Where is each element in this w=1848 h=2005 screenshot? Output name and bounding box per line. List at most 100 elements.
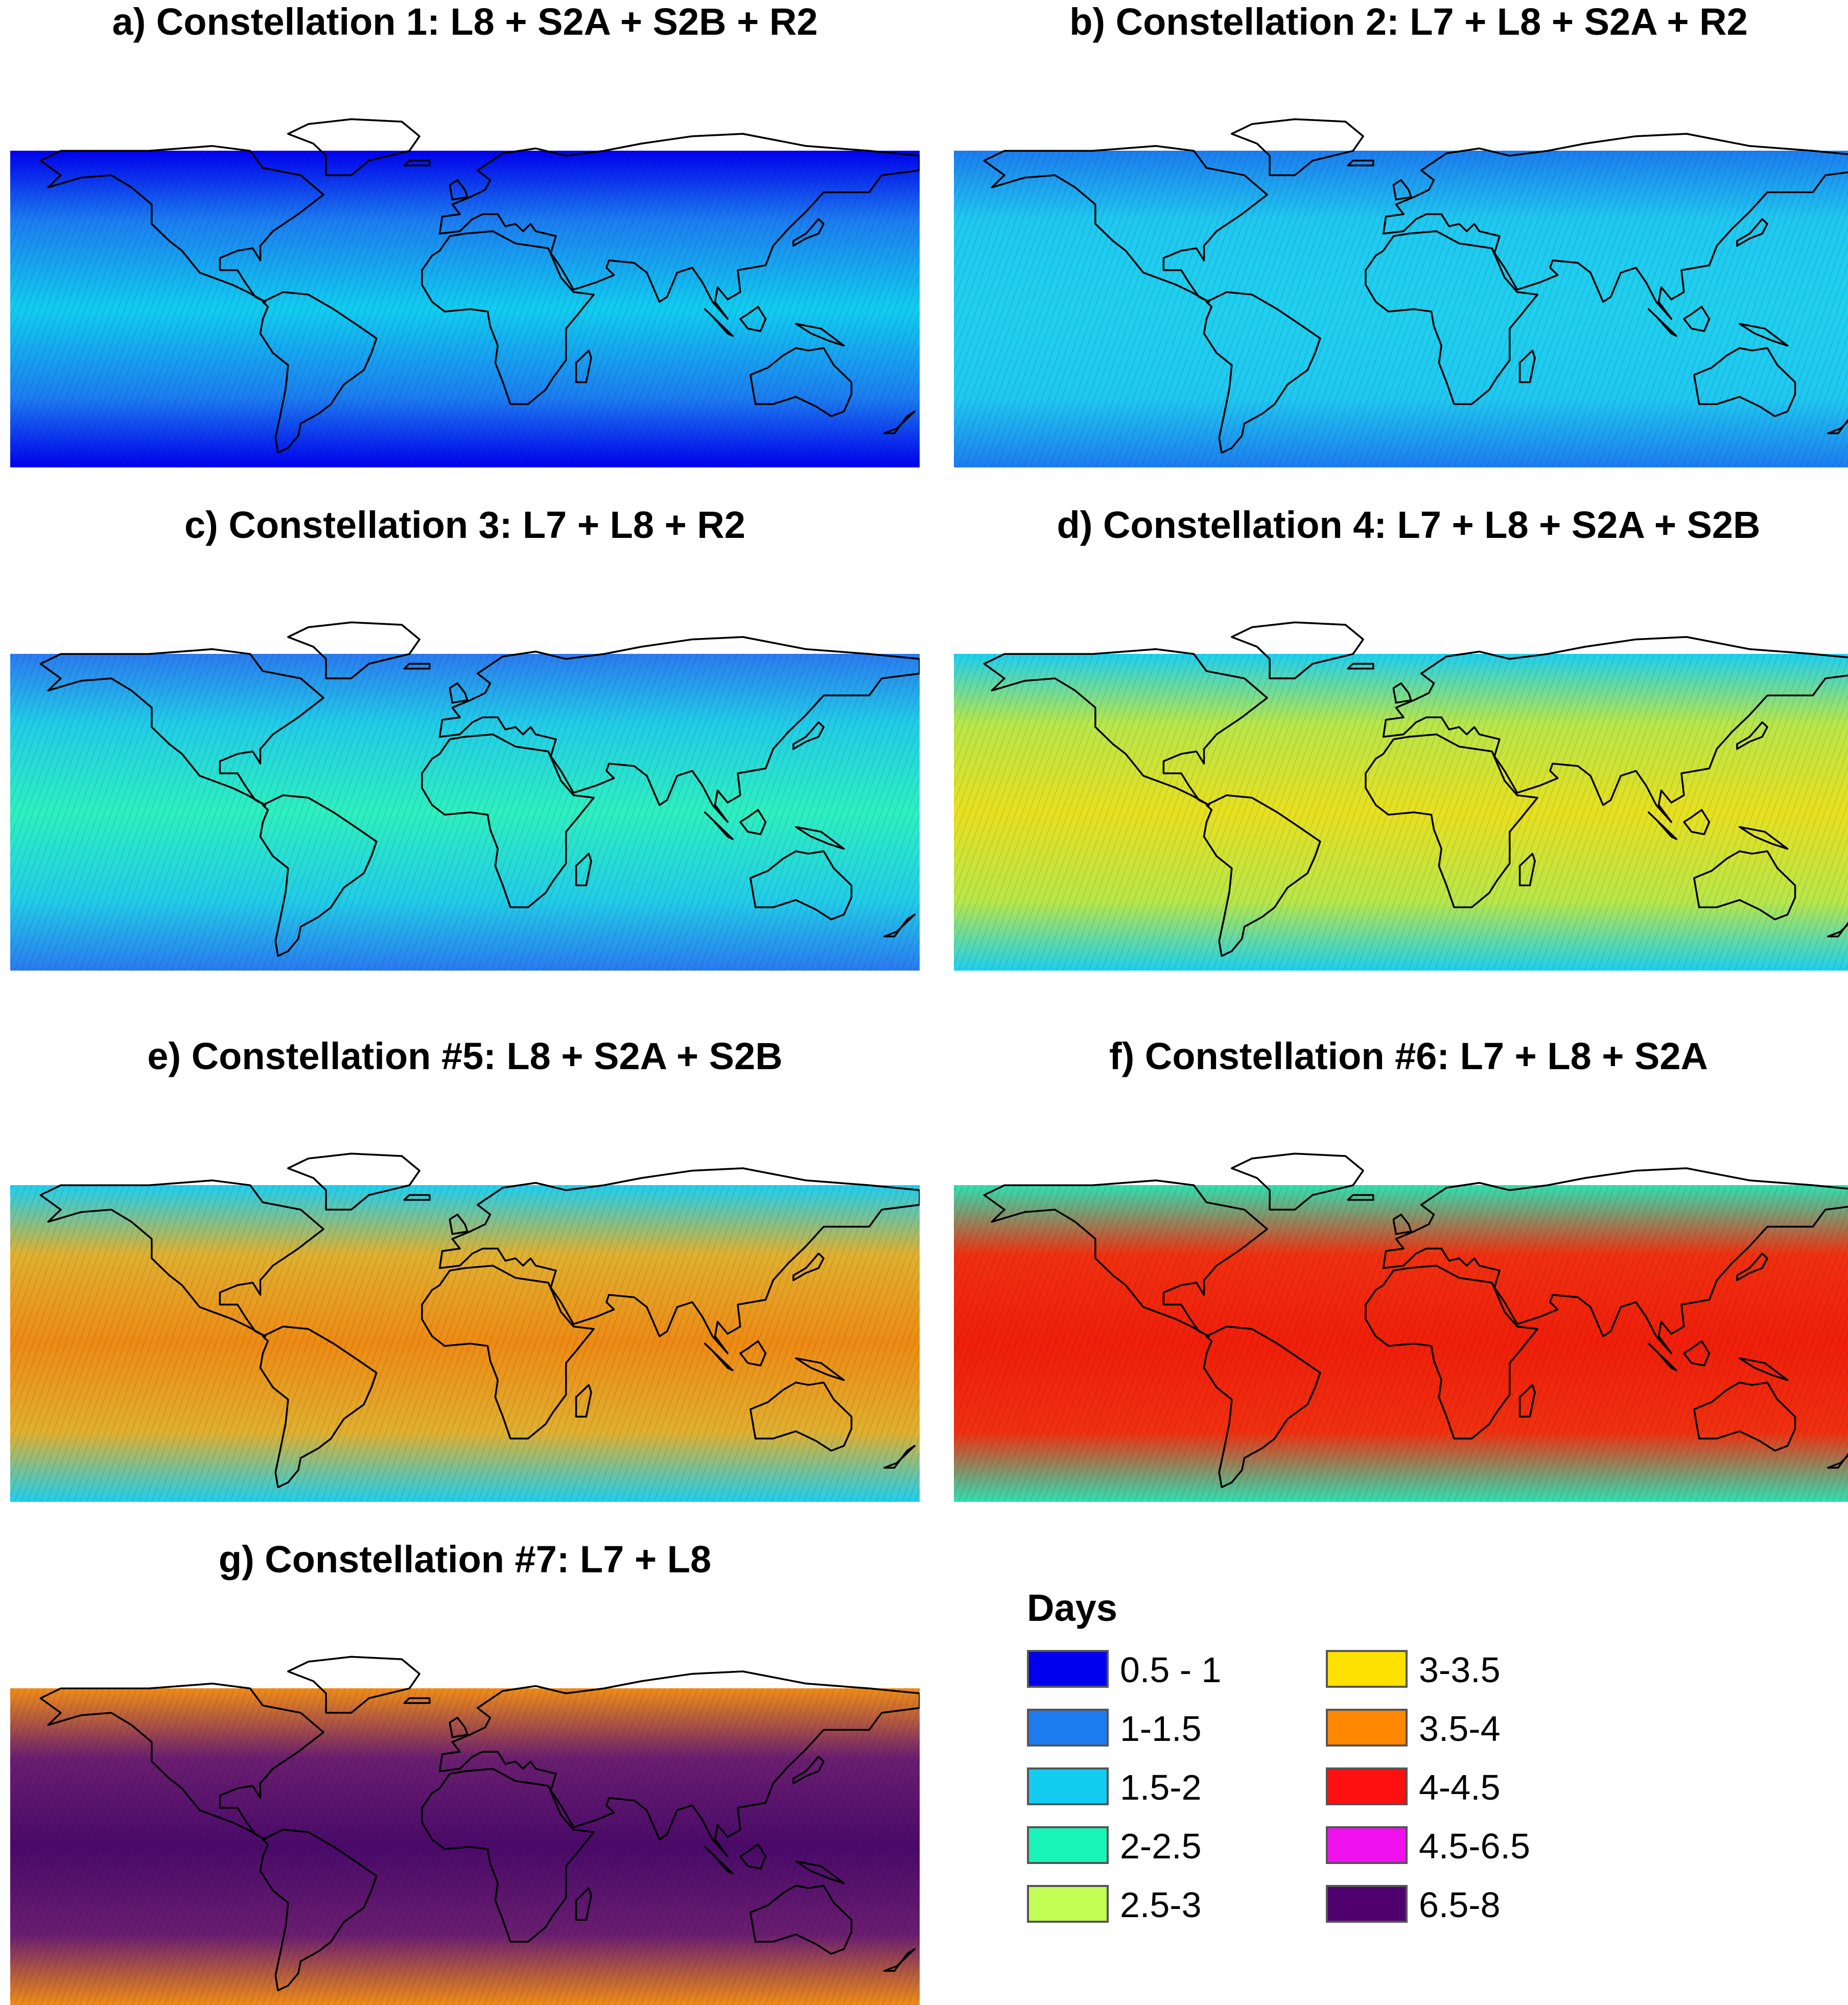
coastline-madagascar (575, 1887, 592, 1921)
map-panel-b: b) Constellation 2: L7 + L8 + S2A + R2 (954, 0, 1848, 467)
coastline-africa (421, 1264, 595, 1440)
coastline-north-america (39, 648, 324, 806)
coastline-africa (1365, 230, 1538, 405)
coastline-borneo (739, 809, 767, 835)
coastline-australia (749, 1381, 853, 1452)
coastline-iceland (403, 663, 431, 670)
legend-swatch (1027, 1767, 1109, 1805)
legend-label: 4-4.5 (1419, 1767, 1501, 1807)
coastline-australia (1693, 347, 1796, 417)
legend-label: 1-1.5 (1120, 1709, 1202, 1749)
coastline-australia (749, 1884, 853, 1955)
coastline-eurasia (438, 1167, 920, 1354)
coastline-new-guinea (794, 826, 845, 850)
legend-label: 0.5 - 1 (1120, 1650, 1222, 1690)
coastline-new-zealand (883, 1948, 916, 1972)
coastline-africa (1365, 733, 1538, 908)
coastline-africa (1365, 1264, 1538, 1440)
coastline-borneo (1683, 1340, 1711, 1366)
revisit-map (10, 1656, 920, 2005)
legend-swatch (1027, 1709, 1109, 1747)
coastline-sumatra (1647, 811, 1677, 840)
coastline-sumatra (704, 811, 734, 840)
legend-swatch (1326, 1650, 1408, 1688)
coastline-iceland (1347, 663, 1374, 670)
revisit-map (954, 118, 1848, 467)
coastline-new-guinea (794, 323, 845, 347)
coastline-iceland (403, 1697, 431, 1704)
coastline-uk (1392, 682, 1412, 704)
legend-swatch (1027, 1885, 1109, 1923)
arctic-land (59, 1656, 877, 1688)
coastline-sumatra (1647, 1342, 1677, 1372)
revisit-map (954, 1152, 1848, 1502)
coastline-new-zealand (883, 410, 916, 435)
coastline-iceland (403, 1194, 431, 1201)
legend-label: 3.5-4 (1419, 1709, 1501, 1749)
map-panel-d: d) Constellation 4: L7 + L8 + S2A + S2B (954, 503, 1848, 971)
coastline-north-america (39, 145, 324, 303)
coastline-australia (1693, 850, 1796, 921)
coastline-uk (1392, 1213, 1412, 1235)
coastline-south-america (259, 794, 378, 957)
panel-title: d) Constellation 4: L7 + L8 + S2A + S2B (1057, 504, 1761, 546)
coastline-uk (1392, 179, 1412, 201)
days-legend: Days 0.5 - 1 1-1.5 1.5-2 2-2.5 2.5-3 3-3… (1027, 1586, 1538, 1939)
panel-title: c) Constellation 3: L7 + L8 + R2 (184, 504, 745, 546)
coastline-africa (421, 1767, 595, 1943)
coastline-sumatra (704, 308, 734, 337)
map-panel-a: a) Constellation 1: L8 + S2A + S2B + R2 (10, 0, 920, 467)
coastline-uk (449, 179, 469, 201)
map-panel-e: e) Constellation #5: L8 + S2A + S2B (10, 1034, 920, 1502)
coastline-madagascar (575, 1384, 592, 1418)
coastline-japan (1736, 721, 1768, 750)
revisit-map (954, 621, 1848, 971)
legend-swatch (1326, 1709, 1408, 1747)
coastline-iceland (1347, 1194, 1374, 1201)
coastline-uk (449, 1213, 469, 1235)
legend-label: 6.5-8 (1419, 1885, 1501, 1925)
legend-swatch (1326, 1826, 1408, 1864)
coastline-new-guinea (1738, 826, 1789, 850)
coastline-australia (749, 850, 853, 921)
legend-label: 2-2.5 (1120, 1826, 1202, 1866)
arctic-land (1002, 1152, 1821, 1185)
coastline-new-zealand (883, 1445, 916, 1469)
coastline-south-america (1203, 1326, 1321, 1489)
coastline-south-america (1203, 794, 1321, 957)
map-panel-c: c) Constellation 3: L7 + L8 + R2 (10, 503, 920, 971)
arctic-land (59, 621, 877, 654)
coastline-japan (792, 218, 825, 247)
coastline-south-america (259, 291, 378, 454)
panel-title: b) Constellation 2: L7 + L8 + S2A + R2 (1069, 1, 1748, 43)
legend-label: 3-3.5 (1419, 1650, 1501, 1690)
coastline-eurasia (1382, 636, 1848, 823)
coastline-madagascar (575, 349, 592, 383)
coastline-new-guinea (794, 1357, 845, 1381)
legend-swatch (1027, 1650, 1109, 1688)
coastline-borneo (1683, 809, 1711, 835)
coastline-japan (792, 1253, 825, 1281)
arctic-land (1002, 621, 1821, 654)
coastline-japan (1736, 1253, 1768, 1281)
coastline-new-zealand (1827, 418, 1848, 435)
coastline-africa (421, 733, 595, 908)
coastline-australia (1693, 1381, 1796, 1452)
legend-title: Days (1027, 1587, 1117, 1629)
revisit-map (10, 1152, 920, 1502)
legend-swatch (1326, 1767, 1408, 1805)
coastline-iceland (403, 159, 431, 167)
coastline-new-zealand (1827, 922, 1848, 938)
panel-title: e) Constellation #5: L8 + S2A + S2B (147, 1035, 783, 1077)
coastline-south-america (259, 1326, 378, 1489)
coastline-japan (792, 1756, 825, 1784)
coastline-australia (749, 347, 853, 417)
coastline-sumatra (1647, 308, 1677, 337)
coastline-madagascar (1518, 349, 1536, 383)
arctic-land (1002, 118, 1821, 151)
panel-title: f) Constellation #6: L7 + L8 + S2A (1109, 1035, 1708, 1077)
coastline-new-guinea (1738, 323, 1789, 347)
map-panel-g: g) Constellation #7: L7 + L8 (10, 1538, 920, 2005)
revisit-map (10, 621, 920, 971)
coastline-uk (449, 1716, 469, 1738)
